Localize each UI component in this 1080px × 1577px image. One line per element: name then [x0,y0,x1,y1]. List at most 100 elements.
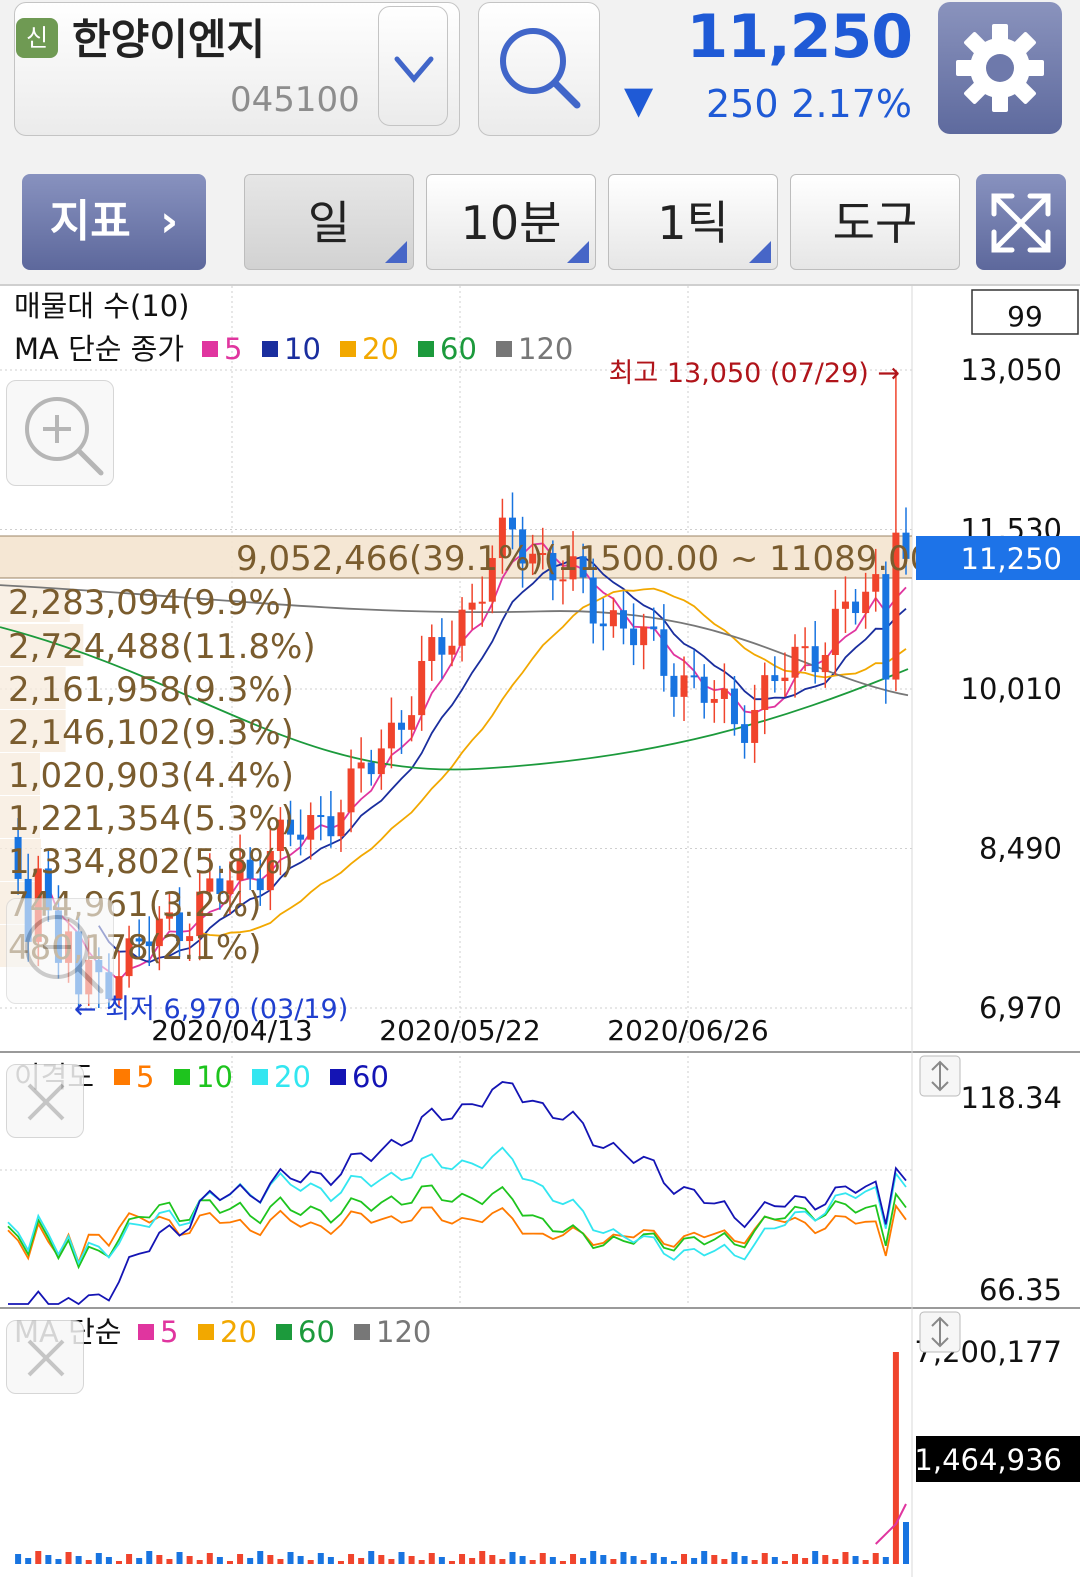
ma-line [98,555,907,964]
stock-chart[interactable]: 9,052,466(39.1%)(11500.00 ~ 11089.00)2,2… [0,286,1080,1577]
volume-legend-swatch [276,1324,292,1340]
volume-profile-band [0,536,912,578]
moving-average-lines [0,542,909,982]
volume-bar [681,1554,688,1564]
volume-bar [842,1552,849,1564]
candle-body [700,676,708,703]
tab-tools-label: 도구 [832,196,918,250]
stock-dropdown-button[interactable] [378,6,448,126]
volume-profile-label: 2,161,958(9.3%) [8,670,294,710]
period-box[interactable] [971,289,1079,335]
zoom-in-icon [25,397,104,476]
volume-bar [146,1551,153,1564]
volume-bar [206,1553,213,1564]
volume-bar [761,1553,768,1564]
candle-body [579,556,587,578]
volume-bar [408,1556,415,1564]
volume-bar [237,1554,244,1564]
volume-bar [590,1551,597,1564]
settings-button[interactable] [938,2,1062,134]
tab-daily[interactable]: 일 [244,174,414,270]
volume-bar [903,1522,909,1564]
ma-legend: 5 10 20 60 120 [202,332,573,366]
volume-legend-swatch [138,1324,154,1340]
search-button[interactable] [478,2,600,136]
candle-body [609,610,617,627]
volume-profile-title: 매물대 수(10) [14,289,189,323]
candle-body [650,626,658,630]
volume-bar [297,1556,304,1564]
volume-bar [882,1557,889,1564]
ma-label: MA 단순 종가 [14,332,184,366]
disparity-legend-label: 60 [352,1060,389,1094]
candle-body [680,675,688,697]
close-volume-button[interactable] [6,1320,84,1394]
candle-body [297,834,305,840]
disparity-line [7,1184,907,1270]
candle-body [801,646,809,649]
current-volume-tag-label: 1,464,936 [914,1443,1062,1477]
volume-bar [822,1555,829,1564]
volume-profile-label: 2,146,102(9.3%) [8,713,294,753]
ma-legend-swatch [340,341,356,357]
zoom-in-button[interactable] [6,380,114,486]
volume-legend-label: 120 [376,1315,431,1349]
candle-body [135,938,143,942]
tab-10min[interactable]: 10분 [426,174,596,270]
disparity-line [7,1146,907,1266]
candle-body [761,675,769,710]
candle-body [307,815,315,840]
tab-1tick[interactable]: 1틱 [608,174,778,270]
indicator-label: 지표 [49,196,131,247]
fullscreen-button[interactable] [976,174,1066,270]
chevron-right-icon: › [160,196,179,247]
candle-body [327,816,335,837]
ma-line [199,587,907,937]
indicator-button[interactable]: 지표 › [22,174,206,270]
candle-body [226,880,234,895]
volume-bar [640,1560,647,1564]
volume-bar [126,1554,133,1564]
volume-bar [348,1554,355,1564]
disparity-resize-handle[interactable] [919,1055,961,1097]
volume-bar [670,1561,677,1564]
volume-bar [519,1556,526,1564]
price-tick: 6,970 [979,991,1062,1025]
candle-body [882,574,890,680]
volume-bar [792,1554,799,1564]
volume-bar [812,1551,819,1564]
candle-body [44,868,52,911]
candle-body [549,553,557,581]
volume-bar [469,1558,476,1564]
close-disparity-button[interactable] [6,1064,84,1138]
stock-name[interactable]: 한양이엔지 [72,15,266,64]
volume-bar [731,1552,738,1564]
tab-tools[interactable]: 도구 [790,174,960,270]
dropdown-corner-icon [567,241,589,263]
volume-bar [448,1561,455,1564]
candle-body [287,819,295,835]
volume-bar [781,1561,788,1564]
volume-bar [509,1552,516,1564]
volume-profile-label: 9,052,466(39.1%)(11500.00 ~ 11089.00) [236,539,945,579]
volume-bar [55,1559,62,1564]
stock-code: 045100 [230,80,360,120]
candle-body [539,553,547,556]
candle-body [791,646,799,678]
candle-body [418,660,426,716]
volume-bar [499,1559,506,1564]
volume-legend-label: 20 [220,1315,257,1349]
candle-body [155,918,163,947]
candle-body [519,529,527,564]
zoom-out-button[interactable] [6,898,114,1004]
gear-icon [956,24,1044,112]
disparity-legend-swatch [114,1069,130,1085]
volume-bar [610,1559,617,1564]
candle-body [599,623,607,627]
ma-legend-swatch [418,341,434,357]
volume-profile-label: 2,283,094(9.9%) [8,583,294,623]
ma-legend-swatch [496,341,512,357]
candle-body [892,532,900,680]
volume-resize-handle[interactable] [919,1311,961,1353]
low-annotation: ← 최저 6,970 (03/19) [74,994,348,1025]
